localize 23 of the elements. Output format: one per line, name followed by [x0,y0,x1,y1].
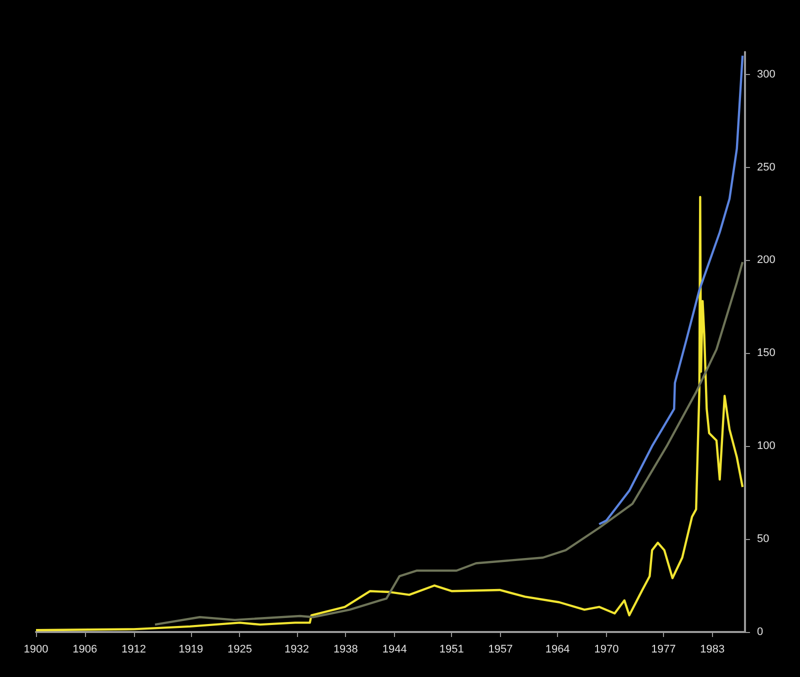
x-tick-label: 1906 [72,644,98,656]
line-series [154,260,744,626]
x-tick-label: 1970 [594,644,619,656]
x-tick-label: 1925 [227,644,252,656]
y-tick-label: 200 [757,254,776,266]
x-tick-label: 1951 [439,644,464,656]
y-tick-label: 300 [757,68,776,80]
x-tick-label: 1938 [333,644,358,656]
y-tick-label: 150 [757,347,776,360]
y-tick-label: 0 [757,626,764,638]
x-tick-label: 1919 [178,644,204,656]
x-tick-label: 1964 [545,644,570,656]
y-tick-label: 100 [757,440,776,452]
x-tick-label: 1983 [700,644,725,656]
x-tick-label: 1932 [284,644,310,656]
x-tick-label: 1944 [382,644,407,656]
x-tick-label: 1957 [488,644,513,656]
y-tick-label: 250 [757,161,776,174]
x-tick-label: 1977 [651,644,676,656]
x-tick-label: 1900 [24,644,48,656]
x-tick-label: 1912 [122,644,146,656]
line-series [598,54,744,526]
y-tick-label: 50 [757,533,770,546]
